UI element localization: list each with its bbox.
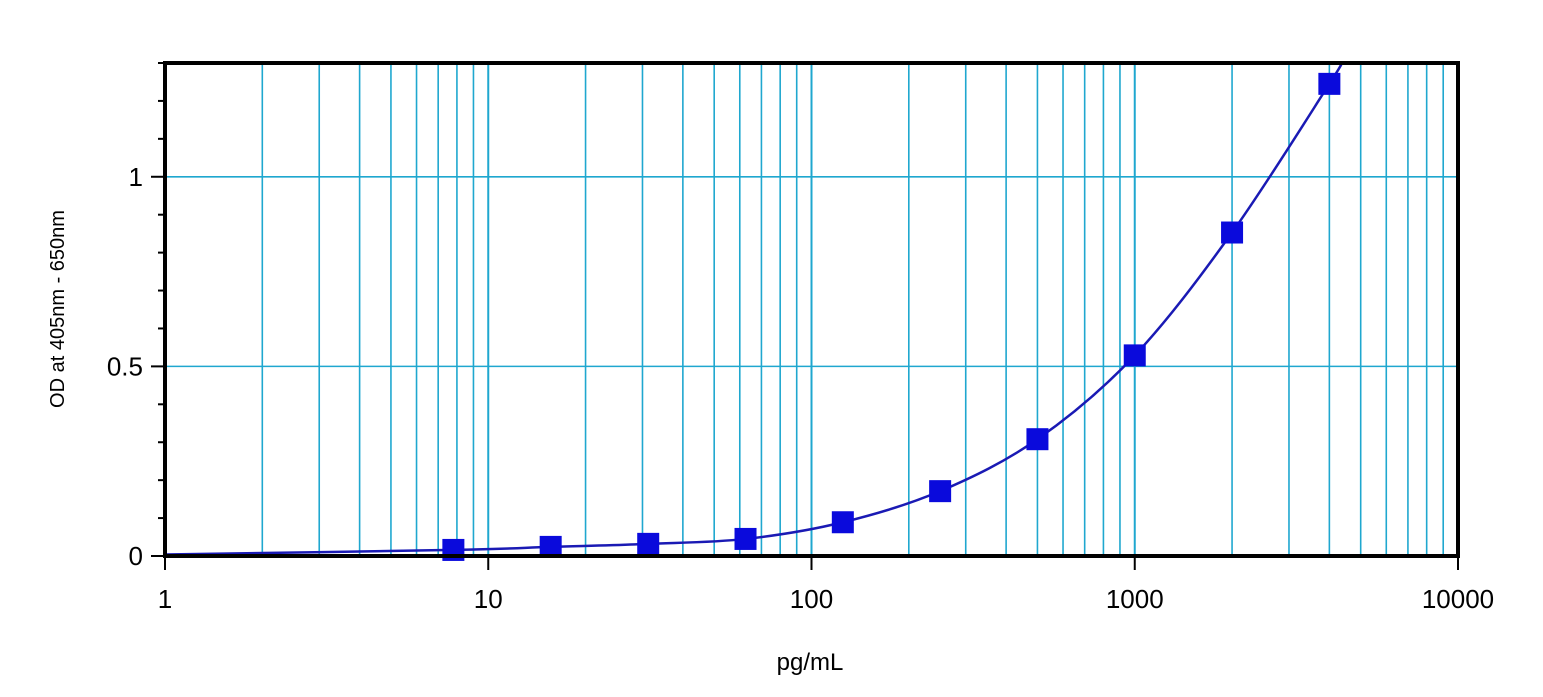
data-point	[1026, 428, 1049, 451]
data-point	[1221, 221, 1244, 244]
data-point	[831, 511, 854, 534]
x-tick-label: 10000	[1422, 584, 1494, 614]
fit-curve	[164, 62, 1343, 556]
x-axis-label: pg/mL	[777, 649, 844, 676]
y-axis-label: OD at 405nm - 650nm	[47, 210, 69, 408]
x-tick-label: 10	[474, 584, 503, 614]
data-point	[734, 527, 757, 550]
y-tick-label: 0.5	[107, 351, 143, 381]
fit-curve-path	[164, 62, 1343, 556]
x-axis-ticks: 1 10 100 1000 10000	[158, 556, 1494, 614]
data-point	[929, 480, 952, 503]
y-axis-ticks: 00.51	[107, 62, 165, 571]
x-tick-label: 1000	[1106, 584, 1164, 614]
data-point	[539, 535, 562, 558]
y-tick-label: 0	[129, 541, 143, 571]
data-point	[637, 532, 660, 555]
grid	[165, 63, 1458, 556]
data-point	[1318, 72, 1341, 95]
x-tick-label: 1	[158, 584, 172, 614]
y-tick-label: 1	[129, 162, 143, 192]
x-tick-label: 100	[790, 584, 833, 614]
data-point	[1123, 344, 1146, 367]
data-points	[442, 72, 1341, 561]
